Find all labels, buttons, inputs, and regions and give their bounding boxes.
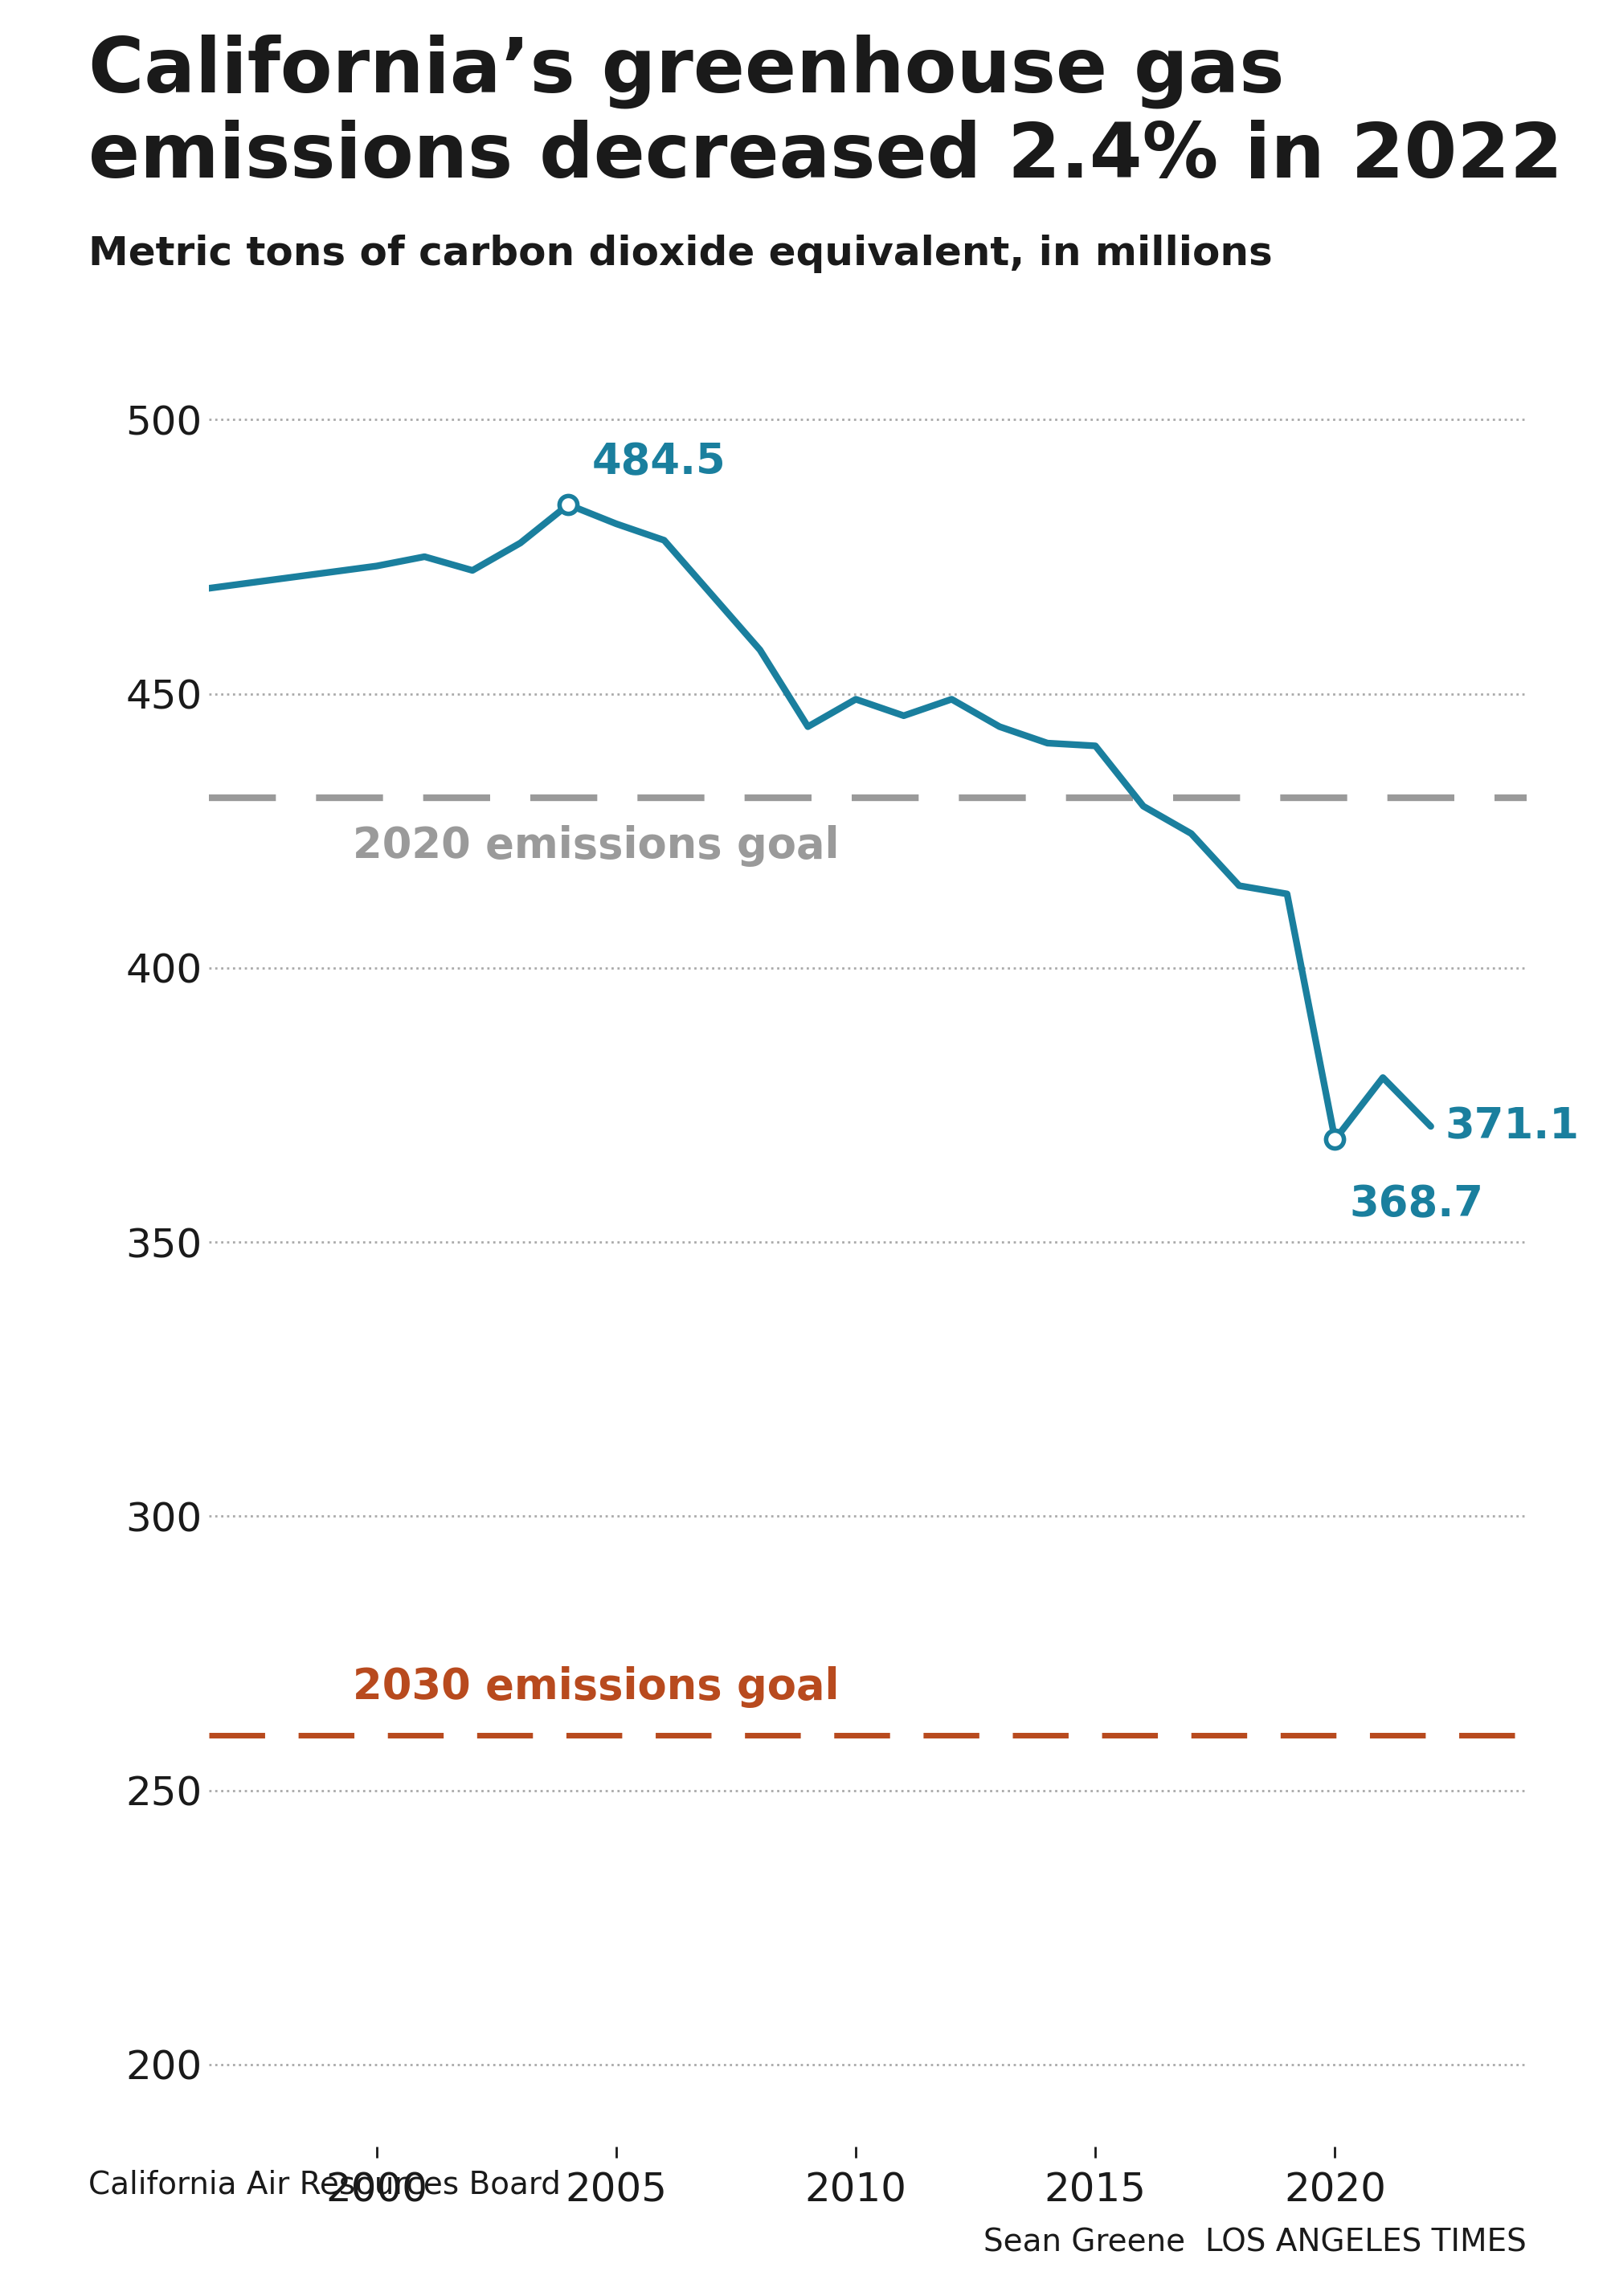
Text: emissions decreased 2.4% in 2022: emissions decreased 2.4% in 2022 (88, 119, 1562, 193)
Text: Metric tons of carbon dioxide equivalent, in millions: Metric tons of carbon dioxide equivalent… (88, 234, 1273, 273)
Text: 2030 emissions goal: 2030 emissions goal (352, 1667, 839, 1708)
Text: California Air Resources Board: California Air Resources Board (88, 2170, 561, 2200)
Text: 368.7: 368.7 (1350, 1182, 1483, 1226)
Text: 484.5: 484.5 (593, 441, 726, 482)
Text: Sean Greene  LOS ANGELES TIMES: Sean Greene LOS ANGELES TIMES (983, 2227, 1527, 2257)
Text: 371.1: 371.1 (1445, 1104, 1580, 1148)
Text: 2020 emissions goal: 2020 emissions goal (352, 824, 839, 868)
Text: California’s greenhouse gas: California’s greenhouse gas (88, 34, 1284, 108)
